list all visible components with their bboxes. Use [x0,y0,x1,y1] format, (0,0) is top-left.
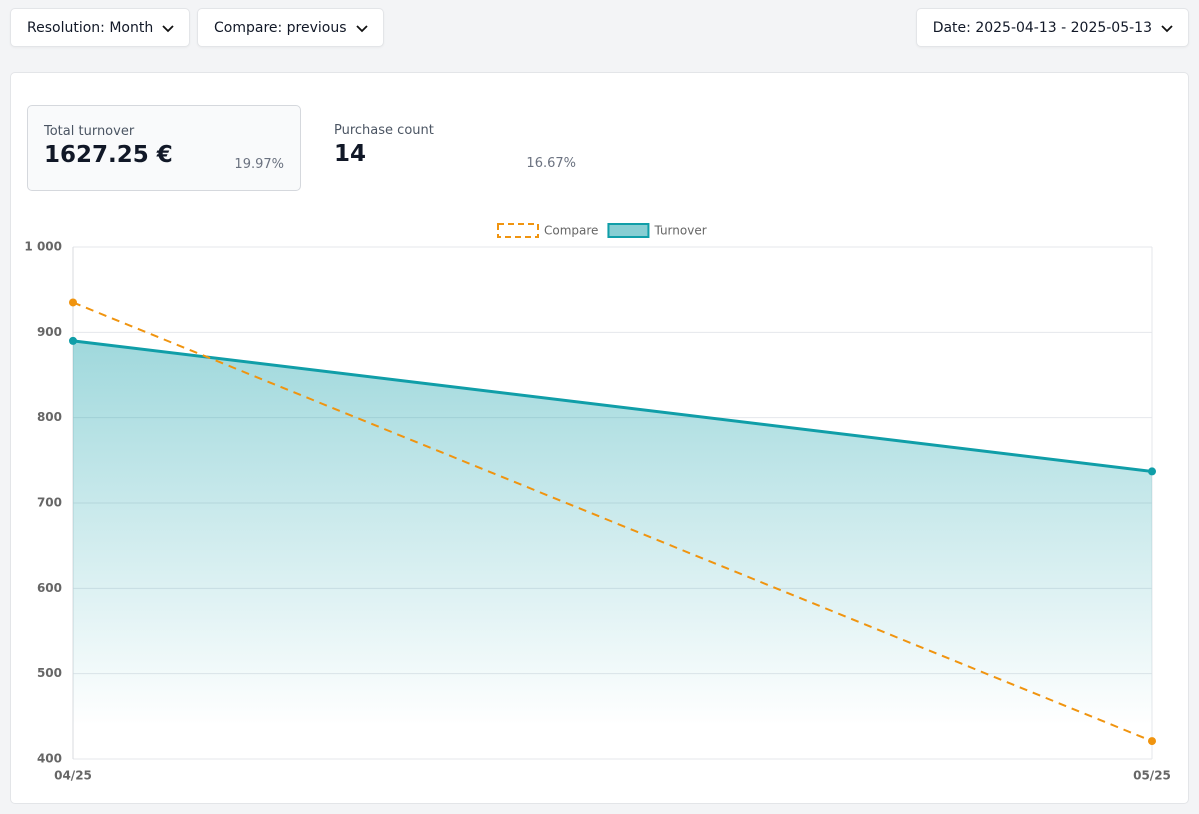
point[interactable] [1148,467,1156,476]
compare-button[interactable]: Compare: previous [197,8,384,47]
x-tick-label: 04/25 [54,769,92,783]
metric-value: 1627.25 € [44,142,173,168]
y-tick-label: 600 [37,581,62,595]
x-tick-label: 05/25 [1133,769,1171,783]
point[interactable] [69,336,77,345]
y-tick-label: 800 [37,410,62,424]
button-label: Compare: previous [214,19,347,36]
metric-value: 14 [334,141,367,167]
line [72,339,1153,473]
y-tick-label: 1 000 [24,240,62,254]
metric-label: Total turnover [44,124,135,139]
metric-change: 19.97% [234,157,284,172]
metric-tile[interactable]: Total turnover 1627.25 € 19.97% [27,105,301,191]
resolution-button[interactable]: Resolution: Month [10,8,191,47]
point[interactable] [69,298,77,307]
point[interactable] [1148,737,1156,746]
legend-swatch[interactable] [497,223,539,238]
metric-label: Purchase count [334,123,434,138]
y-tick-label: 700 [37,496,62,510]
line [72,301,1153,743]
legend-label[interactable]: Compare [544,224,598,238]
legend-label[interactable]: Turnover [653,224,706,238]
chevron [1161,24,1173,32]
button-label: Date: 2025-04-13 - 2025-05-13 [932,19,1152,36]
date-button[interactable]: Date: 2025-04-13 - 2025-05-13 [915,8,1189,47]
y-tick-label: 900 [37,325,62,339]
area [73,340,1152,759]
button-label: Resolution: Month [27,19,154,36]
chevron [162,24,174,32]
metric-change: 16.67% [526,156,576,171]
y-tick-label: 500 [37,666,62,680]
y-tick-label: 400 [37,752,62,766]
metric-tile[interactable]: Purchase count 14 16.67% [318,105,592,191]
legend-swatch[interactable] [607,223,650,238]
chevron [355,24,368,32]
